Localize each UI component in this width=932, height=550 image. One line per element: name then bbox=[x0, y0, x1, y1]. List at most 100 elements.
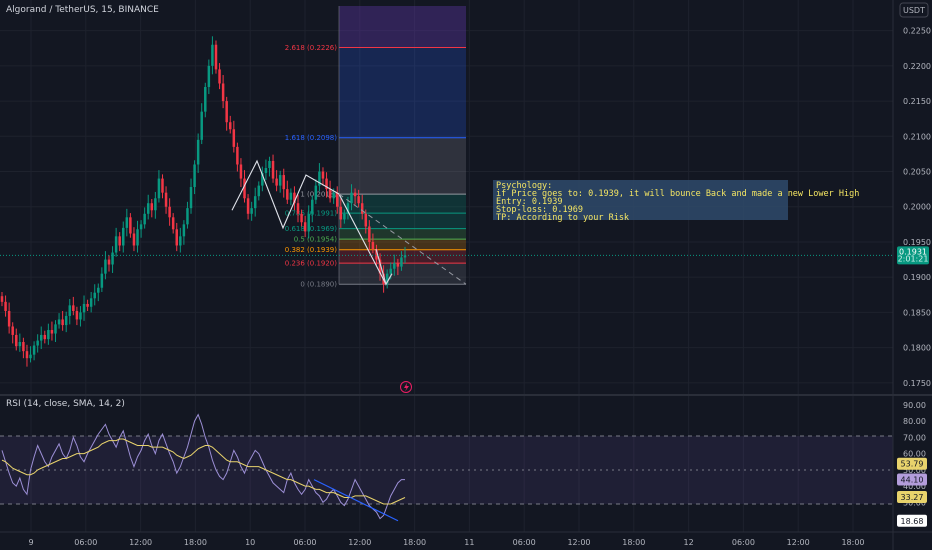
candle-body bbox=[396, 263, 400, 267]
price-tick-label: 0.1900 bbox=[903, 273, 931, 282]
zigzag-pattern-line[interactable] bbox=[231, 159, 387, 285]
candle-body bbox=[300, 213, 303, 223]
fib-level-label: 1.618 (0.2098) bbox=[285, 134, 337, 142]
candle-body bbox=[385, 273, 389, 285]
fib-zone bbox=[339, 228, 466, 240]
candle-body bbox=[261, 172, 264, 186]
candle-body bbox=[175, 229, 179, 246]
time-axis[interactable]: 9 06:00 12:00 18:00 10 06:00 12:00 18:00 11 06:00… bbox=[28, 538, 864, 547]
candle-body bbox=[114, 236, 118, 253]
time-tick-label: 12:00 bbox=[348, 538, 371, 547]
candle-body bbox=[293, 192, 296, 204]
candle-body bbox=[393, 263, 396, 269]
candle-body bbox=[47, 330, 50, 340]
candle-body bbox=[43, 334, 47, 340]
fib-zone bbox=[339, 194, 466, 214]
price-tick-label: 0.2000 bbox=[903, 203, 931, 212]
candle-body bbox=[350, 192, 353, 204]
drop-arrow-line[interactable] bbox=[375, 248, 393, 286]
candle-body bbox=[79, 312, 82, 320]
candle-body bbox=[136, 229, 139, 246]
candle-body bbox=[264, 168, 268, 173]
fib-level-label: 0.236 (0.1920) bbox=[285, 260, 337, 268]
fib-level-label: 0.382 (0.1939) bbox=[285, 246, 337, 254]
candle-body bbox=[25, 351, 29, 359]
candle-body bbox=[11, 326, 14, 335]
candle-body bbox=[154, 198, 157, 211]
candle-body bbox=[296, 203, 300, 214]
price-tick-label: 0.1750 bbox=[903, 379, 931, 388]
candle-body bbox=[82, 303, 86, 313]
fib-level-label: 0 (0.1890) bbox=[300, 281, 337, 289]
candle-body bbox=[89, 298, 93, 307]
fib-zone bbox=[339, 6, 466, 48]
candle-body bbox=[339, 206, 343, 220]
candle-body bbox=[368, 226, 371, 242]
candle-body bbox=[100, 273, 104, 288]
projection-dashed-line[interactable] bbox=[338, 193, 467, 285]
time-tick-label: 12:00 bbox=[129, 538, 152, 547]
candle-body bbox=[139, 224, 143, 230]
candle-body bbox=[143, 213, 146, 225]
fib-level-label: 1 (0.2018) bbox=[300, 191, 337, 199]
candle-body bbox=[250, 208, 253, 214]
time-tick-label: 18:00 bbox=[841, 538, 864, 547]
price-tick-label: 0.1850 bbox=[903, 308, 931, 317]
currency-badge[interactable] bbox=[899, 2, 929, 18]
candle-body bbox=[68, 305, 72, 316]
candle-body bbox=[36, 340, 39, 346]
candle-body bbox=[257, 185, 261, 197]
note-line-1: Psychology: bbox=[496, 181, 552, 191]
candle-body bbox=[275, 178, 278, 186]
candle-body bbox=[64, 315, 68, 326]
price-axis[interactable]: 0.2250 0.2200 0.2150 0.2100 0.2050 0.2000 0.19… bbox=[903, 27, 931, 388]
lightning-icon[interactable] bbox=[400, 381, 412, 393]
time-tick-label: 06:00 bbox=[293, 538, 316, 547]
analysis-note[interactable]: Psychology: if Price goes to: 0.1939, it… bbox=[493, 180, 859, 223]
candle-body bbox=[335, 192, 339, 207]
grid-lines bbox=[0, 0, 893, 532]
candle-body bbox=[400, 257, 403, 267]
candle-body bbox=[286, 189, 289, 200]
fibonacci-retracement[interactable]: 2.618 (0.2226) 1.618 (0.2098) 1 (0.2018) 0.… bbox=[285, 6, 466, 289]
candle-body bbox=[4, 301, 7, 311]
time-tick-label: 06:00 bbox=[732, 538, 755, 547]
rsi-badge-label: 53.79 bbox=[901, 460, 924, 469]
candle-body bbox=[346, 203, 350, 214]
rsi-divergence-line[interactable] bbox=[313, 479, 399, 522]
time-tick-label: 12:00 bbox=[787, 538, 810, 547]
candle-body bbox=[111, 252, 114, 265]
candle-body bbox=[282, 175, 285, 190]
candle-body bbox=[164, 192, 168, 207]
candle-body bbox=[97, 287, 100, 293]
candle-body bbox=[196, 139, 200, 165]
candle-body bbox=[61, 319, 64, 326]
rsi-tick-label: 80.00 bbox=[903, 417, 926, 426]
candle-body bbox=[207, 65, 211, 88]
candle-body bbox=[214, 44, 218, 70]
candle-body bbox=[107, 259, 111, 265]
candle-body bbox=[364, 213, 368, 227]
rsi-badge bbox=[897, 514, 927, 527]
candle-body bbox=[146, 203, 150, 214]
rsi-badge-label: 18.68 bbox=[901, 517, 924, 526]
candle-body bbox=[125, 217, 129, 228]
rsi-title: RSI (14, close, SMA, 14, 2) bbox=[6, 399, 125, 409]
candle-body bbox=[228, 122, 232, 130]
last-price-value: 0.1931 bbox=[899, 247, 927, 256]
fib-zone bbox=[339, 213, 466, 229]
chart-title: Algorand / TetherUS, 15, BINANCE bbox=[6, 5, 159, 15]
candle-body bbox=[403, 255, 407, 258]
time-tick-label: 18:00 bbox=[403, 538, 426, 547]
candle-body bbox=[332, 192, 335, 199]
candle-body bbox=[122, 227, 125, 246]
candle-body bbox=[32, 345, 36, 355]
price-tick-label: 0.2100 bbox=[903, 132, 931, 141]
rsi-tick-label: 70.00 bbox=[903, 433, 926, 442]
candle-body bbox=[22, 341, 25, 352]
rsi-tick-label: 60.00 bbox=[903, 450, 926, 459]
rsi-badge-label: 33.27 bbox=[901, 493, 924, 502]
candle-body bbox=[353, 192, 357, 197]
